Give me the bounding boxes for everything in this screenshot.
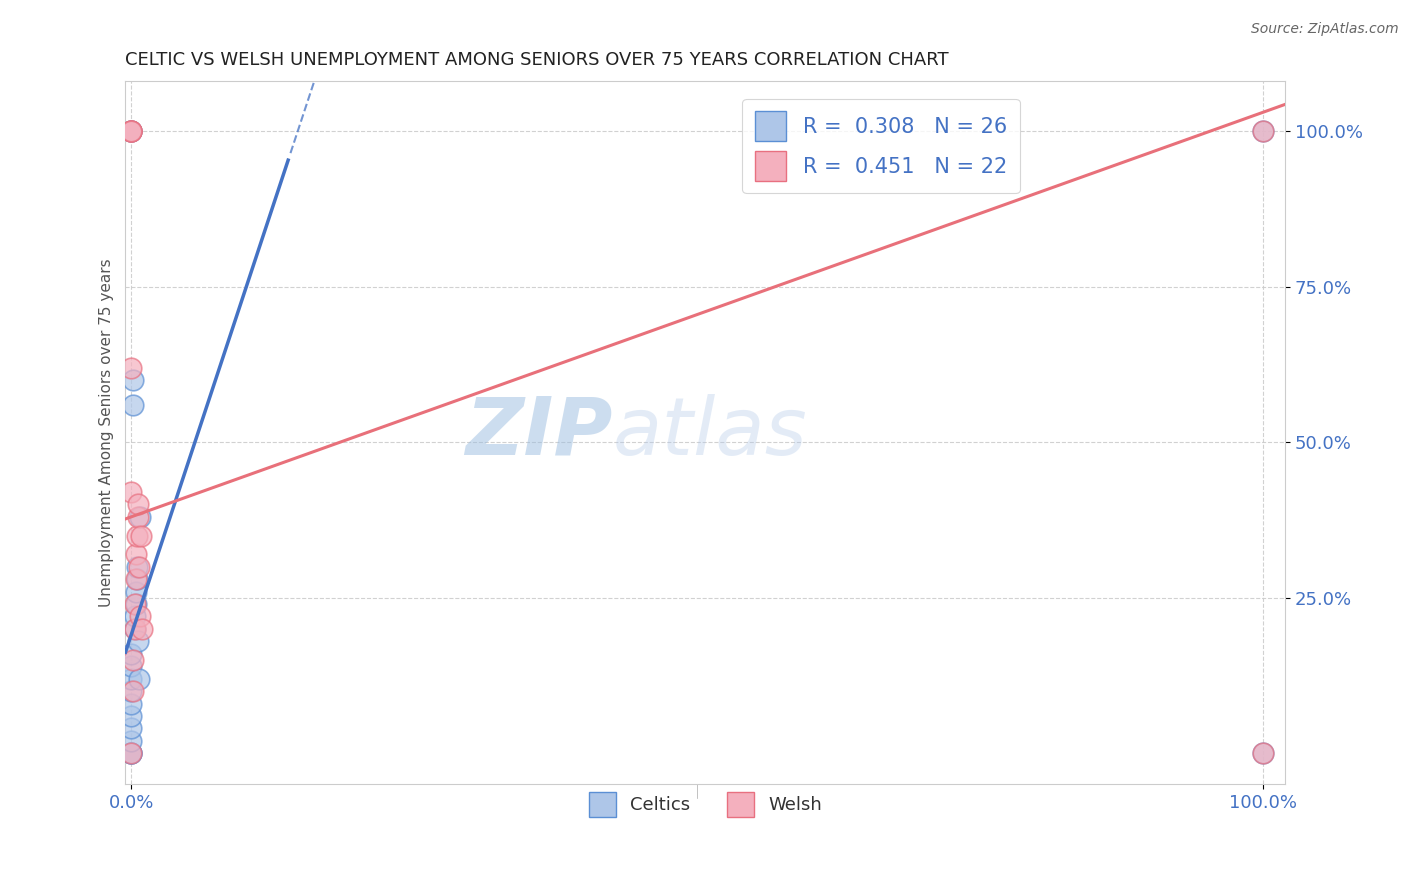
Point bbox=[1251, 124, 1274, 138]
Point bbox=[1251, 747, 1274, 761]
Point bbox=[120, 124, 142, 138]
Point bbox=[120, 684, 142, 698]
Point bbox=[120, 124, 142, 138]
Point bbox=[124, 597, 146, 611]
Point bbox=[120, 747, 142, 761]
Text: ZIP: ZIP bbox=[465, 394, 613, 472]
Point bbox=[125, 528, 148, 542]
Point bbox=[124, 622, 146, 636]
Y-axis label: Unemployment Among Seniors over 75 years: Unemployment Among Seniors over 75 years bbox=[100, 259, 114, 607]
Point bbox=[120, 647, 142, 661]
Point bbox=[122, 653, 145, 667]
Point bbox=[120, 734, 142, 748]
Point bbox=[131, 528, 153, 542]
Point bbox=[125, 572, 148, 586]
Point bbox=[120, 747, 142, 761]
Point bbox=[128, 672, 150, 686]
Point bbox=[120, 485, 142, 500]
Point bbox=[122, 398, 145, 412]
Point bbox=[124, 622, 146, 636]
Point bbox=[124, 597, 146, 611]
Point bbox=[124, 609, 146, 624]
Point bbox=[120, 747, 142, 761]
Point bbox=[120, 124, 142, 138]
Point bbox=[120, 124, 142, 138]
Point bbox=[124, 584, 146, 599]
Point bbox=[124, 547, 146, 561]
Point bbox=[120, 722, 142, 736]
Point bbox=[122, 373, 145, 387]
Point bbox=[125, 559, 148, 574]
Point bbox=[120, 747, 142, 761]
Point bbox=[131, 622, 153, 636]
Point bbox=[127, 634, 149, 648]
Point bbox=[1251, 747, 1274, 761]
Point bbox=[124, 572, 146, 586]
Text: CELTIC VS WELSH UNEMPLOYMENT AMONG SENIORS OVER 75 YEARS CORRELATION CHART: CELTIC VS WELSH UNEMPLOYMENT AMONG SENIO… bbox=[125, 51, 949, 69]
Point bbox=[120, 360, 142, 375]
Point bbox=[127, 509, 149, 524]
Point bbox=[129, 609, 152, 624]
Legend: Celtics, Welsh: Celtics, Welsh bbox=[582, 785, 830, 824]
Point bbox=[120, 659, 142, 673]
Point bbox=[122, 684, 145, 698]
Point bbox=[120, 672, 142, 686]
Point bbox=[120, 709, 142, 723]
Point bbox=[1251, 124, 1274, 138]
Point bbox=[120, 124, 142, 138]
Point bbox=[120, 697, 142, 711]
Text: atlas: atlas bbox=[613, 394, 807, 472]
Point bbox=[128, 559, 150, 574]
Point bbox=[129, 509, 152, 524]
Text: Source: ZipAtlas.com: Source: ZipAtlas.com bbox=[1251, 22, 1399, 37]
Point bbox=[120, 124, 142, 138]
Point bbox=[127, 498, 149, 512]
